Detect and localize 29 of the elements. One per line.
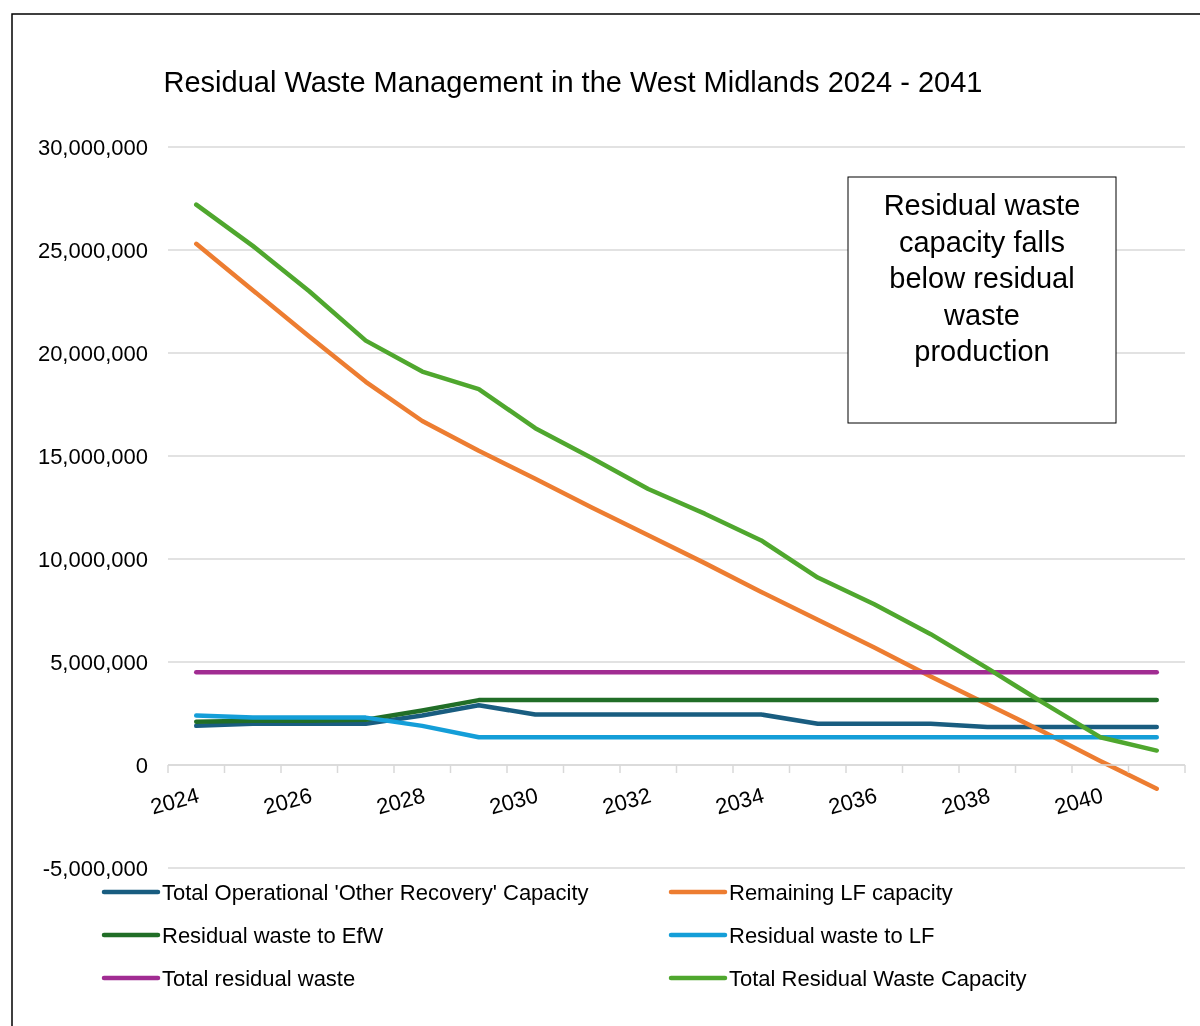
x-tick-label: 2024	[147, 782, 202, 820]
line-series	[194, 713, 1159, 740]
y-tick-label: 0	[135, 752, 148, 778]
x-tick-label: 2026	[260, 782, 315, 820]
x-tick-label: 2038	[938, 782, 993, 820]
y-tick-label: 5,000,000	[50, 649, 148, 675]
legend-label: Total Residual Waste Capacity	[729, 965, 1027, 991]
annotation: Residual waste capacity falls below residual waste production	[883, 189, 1081, 367]
x-tick-label: 2028	[373, 782, 428, 820]
x-tick-label: 2034	[712, 782, 767, 820]
legend-label: Remaining LF capacity	[729, 879, 953, 905]
legend-label: Residual waste to EfW	[162, 922, 384, 948]
legend-label: Total residual waste	[162, 965, 356, 991]
legend-label: Total Operational 'Other Recovery' Capacity	[162, 879, 589, 905]
line-series	[194, 697, 1159, 724]
y-tick-label: 20,000,000	[37, 340, 148, 366]
y-tick-label: 25,000,000	[37, 237, 148, 263]
note-box: Residual waste capacity falls below residual waste production	[847, 176, 1117, 424]
x-tick-label: 2032	[599, 782, 654, 820]
y-tick-label: 15,000,000	[37, 443, 148, 469]
y-tick-label: 10,000,000	[37, 546, 148, 572]
x-tick-label: 2040	[1051, 782, 1106, 820]
y-tick-label: 30,000,000	[37, 134, 148, 160]
x-tick-label: 2036	[825, 782, 880, 820]
x-tick-label: 2030	[486, 782, 541, 820]
line-series	[194, 703, 1159, 730]
legend-label: Residual waste to LF	[729, 922, 935, 948]
y-tick-label: -5,000,000	[42, 855, 148, 881]
chart-title: Residual Waste Management in the West Midlands 2024 - 2041	[163, 66, 983, 98]
